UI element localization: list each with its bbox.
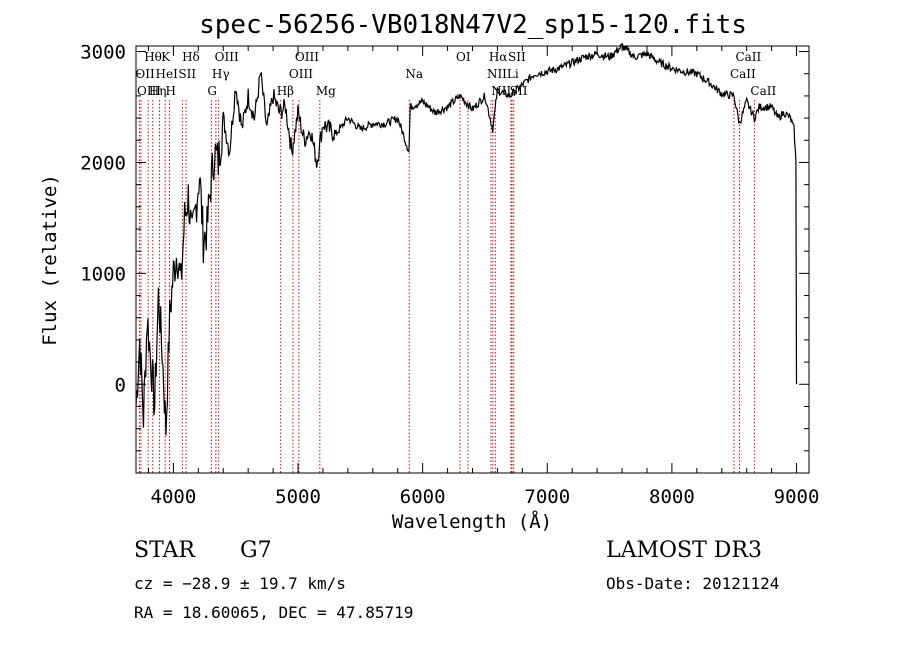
line-label: CaII (750, 84, 776, 98)
x-tick-label: 7000 (524, 486, 570, 508)
object-subclass: G7 (240, 538, 272, 563)
y-tick-label: 1000 (80, 263, 126, 285)
y-axis-label: Flux (relative) (39, 174, 61, 346)
spectrum-line (135, 42, 798, 436)
x-tick-label: 9000 (774, 486, 820, 508)
line-label: Hη (149, 84, 167, 98)
line-label: Na (405, 67, 423, 81)
y-tick-label: 2000 (80, 152, 126, 174)
line-label: Hδ (182, 50, 200, 64)
line-label: OII (135, 67, 155, 81)
x-tick-label: 8000 (649, 486, 695, 508)
line-label: H (166, 84, 176, 98)
observation-date: Obs-Date: 20121124 (606, 574, 780, 593)
line-label: OIII (289, 67, 313, 81)
line-label: SII (178, 67, 196, 81)
line-label: Mg (316, 84, 336, 98)
y-axis-ticks: 0 1000 2000 3000 (80, 42, 809, 474)
coordinates: RA = 18.60065, DEC = 47.85719 (134, 603, 414, 622)
line-label: G (207, 84, 217, 98)
chart-title: spec-56256-VB018N47V2_sp15-120.fits (199, 10, 747, 40)
line-label: OIII (137, 84, 161, 98)
x-tick-label: 5000 (275, 486, 321, 508)
line-label: HeI (156, 67, 179, 81)
x-axis-label: Wavelength (Å) (392, 510, 552, 533)
plot-frame (135, 45, 810, 474)
line-label: Li (507, 67, 519, 81)
line-label: K (161, 50, 171, 64)
line-label: NII (487, 67, 507, 81)
line-label: SII (508, 50, 526, 64)
object-class: STAR (134, 538, 195, 563)
y-tick-label: 3000 (80, 42, 126, 64)
line-label: CaII (735, 50, 761, 64)
line-label: Hθ (144, 50, 162, 64)
line-label: OIII (295, 50, 319, 64)
x-axis-ticks: 4000 5000 6000 7000 8000 9000 (147, 46, 820, 508)
survey-name: LAMOST DR3 (606, 538, 762, 563)
line-label: Hβ (277, 84, 294, 98)
line-label: OIII (215, 50, 239, 64)
x-tick-label: 6000 (400, 486, 446, 508)
spectral-line-markers (138, 100, 755, 473)
line-label: OI (456, 50, 471, 64)
line-label: CaII (730, 67, 756, 81)
line-label: Hγ (212, 67, 230, 81)
redshift-velocity: cz = −28.9 ± 19.7 km/s (134, 574, 346, 593)
y-tick-label: 0 (115, 374, 126, 396)
line-label: Hα (489, 50, 508, 64)
x-tick-label: 4000 (151, 486, 197, 508)
